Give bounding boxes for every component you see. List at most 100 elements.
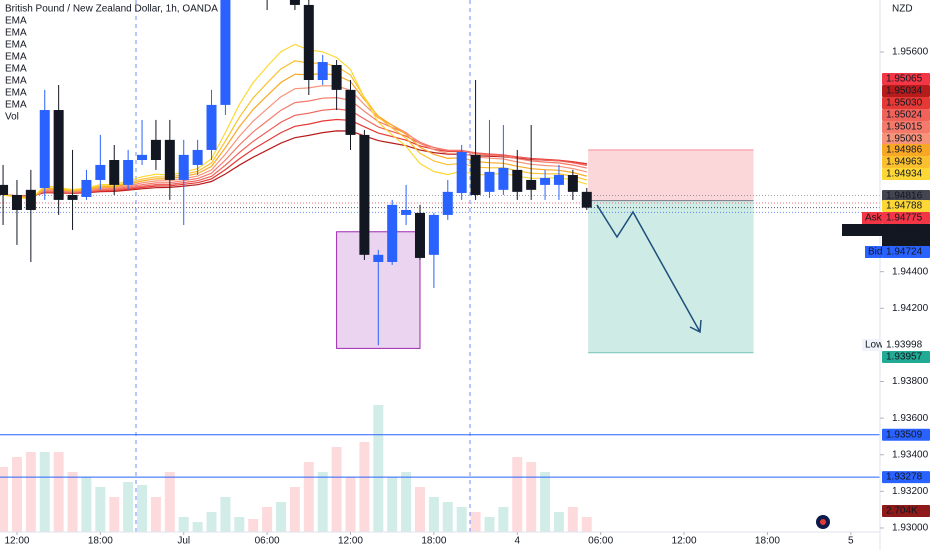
volume-bar <box>303 462 314 532</box>
indicator-label: EMA <box>5 88 27 99</box>
x-tick-label: 06:00 <box>588 536 613 547</box>
candle-body <box>540 177 551 185</box>
ask-tag-bg <box>882 212 930 224</box>
flag-icon-dot <box>820 519 826 525</box>
indicator-label: EMA <box>5 76 27 87</box>
volume-bar <box>81 477 92 532</box>
candle-body <box>53 110 64 200</box>
ema-tag-bg <box>882 97 930 109</box>
y-tick-label: 1.93000 <box>892 523 929 534</box>
volume-bar <box>512 457 523 532</box>
x-tick-label: 5 <box>848 536 854 547</box>
candle-body <box>95 164 106 180</box>
stop-tag-bg <box>882 73 930 85</box>
candle-body <box>164 139 175 180</box>
volume-bar <box>276 502 287 532</box>
candle-body <box>39 110 50 189</box>
candle-body <box>401 209 412 215</box>
symbol-tag-bg <box>882 224 930 247</box>
bid-tag: 1.94724 <box>886 247 923 258</box>
volume-bar <box>526 462 537 532</box>
candle-body <box>442 191 453 215</box>
volume-bar <box>498 507 509 532</box>
candle-body <box>137 154 148 161</box>
ema-tag: 1.94963 <box>886 157 923 168</box>
x-tick-label: 4 <box>514 536 520 547</box>
x-tick-label: 18:00 <box>88 536 113 547</box>
prev-close-tag: 1.94816 <box>886 191 923 202</box>
volume-bar <box>234 517 245 532</box>
candle-body <box>581 191 592 208</box>
volume-bar <box>289 487 300 532</box>
y-tick-label: 1.95600 <box>892 47 929 58</box>
ask-label: Ask <box>865 213 883 224</box>
bid-label-bg <box>865 246 882 258</box>
volume-bar <box>401 472 412 532</box>
candle-body <box>484 171 495 192</box>
target-tag-bg <box>882 351 930 363</box>
candle-body <box>553 175 564 185</box>
volume-bar <box>0 467 9 532</box>
ema-tag: 1.95034 <box>886 86 923 97</box>
stop-tag: 1.95065 <box>886 74 923 85</box>
indicator-label: EMA <box>5 28 27 39</box>
candle-body <box>359 134 370 255</box>
y-tick-label: 1.93400 <box>892 449 929 460</box>
hline-tag-bg <box>882 471 930 484</box>
candle-body <box>526 179 537 190</box>
ema-tag: 1.94934 <box>886 169 923 180</box>
y-tick-label: 1.94400 <box>892 266 929 277</box>
candle-body <box>428 214 439 255</box>
volume-bar <box>178 517 189 532</box>
candle-body <box>331 64 342 90</box>
x-tick-label: 18:00 <box>421 536 446 547</box>
hline-tag-bg <box>882 428 930 441</box>
ema-tag-bg <box>882 109 930 121</box>
volume-bar <box>553 512 564 532</box>
volume-bar <box>484 517 495 532</box>
candle-body <box>67 194 78 200</box>
y-tick-label: 1.93200 <box>892 486 929 497</box>
candle-body <box>109 160 120 185</box>
low-tag: 1.93998 <box>886 340 923 351</box>
indicator-label: EMA <box>5 16 27 27</box>
ask-tag: 1.94775 <box>886 213 923 224</box>
low-tag-bg <box>882 339 930 351</box>
volume-bar <box>109 497 120 532</box>
candle-body <box>25 189 36 210</box>
countdown: 26:15 <box>892 236 917 247</box>
candle-body <box>387 204 398 262</box>
chart-title: British Pound / New Zealand Dollar, 1h, … <box>5 4 218 15</box>
candle-body <box>289 0 300 5</box>
x-tick-label: 12:00 <box>4 536 29 547</box>
ask-label-bg <box>862 212 882 224</box>
ema-tag: 1.95015 <box>886 122 923 133</box>
candle-body <box>220 0 231 105</box>
volume-bar <box>25 452 36 532</box>
indicator-label: Vol <box>5 112 19 123</box>
candle-body <box>498 167 509 190</box>
volume-bar <box>39 452 50 532</box>
ema-tag-bg <box>882 121 930 133</box>
volume-bar <box>359 442 370 532</box>
volume-bar <box>470 512 481 532</box>
ema-tag: 1.95003 <box>886 134 923 145</box>
ema-tag: 1.95024 <box>886 110 923 121</box>
volume-bar <box>123 482 134 532</box>
candle-body <box>303 4 314 81</box>
x-tick-label: 18:00 <box>755 536 780 547</box>
ema-tag-bg <box>882 156 930 168</box>
ema-tag-bg <box>882 85 930 97</box>
volume-bar <box>95 487 106 532</box>
candle-body <box>456 151 467 193</box>
volume-bar <box>192 522 203 532</box>
candle-body <box>178 154 189 180</box>
low-label: Low <box>865 340 884 351</box>
volume-bar <box>164 472 175 532</box>
indicator-label: EMA <box>5 40 27 51</box>
y-tick-label: 1.94200 <box>892 303 929 314</box>
target-tag: 1.93957 <box>886 352 923 363</box>
target-zone <box>588 200 754 353</box>
candle-body <box>81 179 92 197</box>
volume-bar <box>345 477 356 532</box>
